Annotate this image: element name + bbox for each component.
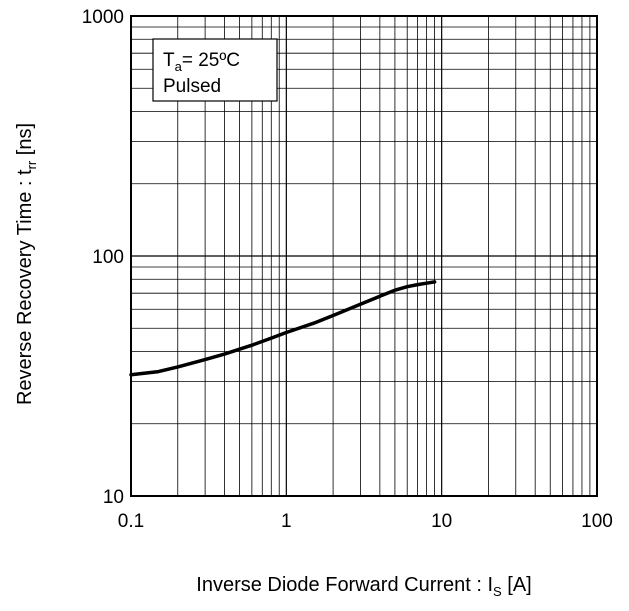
legend-box: Ta= 25ºC Pulsed	[152, 38, 278, 102]
legend-frame	[152, 38, 278, 102]
legend-temp-value: = 25ºC	[182, 50, 240, 71]
y-axis-title-unit: [ns]	[14, 123, 36, 161]
x-tick-label: 100	[581, 511, 613, 532]
plot-frame	[130, 15, 598, 497]
x-tick-label: 10	[431, 511, 452, 532]
legend-condition: Pulsed	[163, 76, 221, 97]
y-tick-label: 10	[103, 487, 124, 508]
y-axis-title-subscript: rr	[24, 160, 39, 169]
x-axis-title-unit: [A]	[502, 574, 532, 596]
x-axis-title-main: Inverse Diode Forward Current : I	[196, 574, 493, 596]
x-tick-label: 1	[281, 511, 292, 532]
y-tick-label: 100	[92, 247, 124, 268]
y-axis-title: Reverse Recovery Time : trr [ns]	[14, 123, 39, 405]
y-axis-title-main: Reverse Recovery Time : t	[14, 169, 36, 405]
y-tick-labels: 10 100 1000	[82, 7, 124, 508]
x-tick-label: 0.1	[118, 511, 144, 532]
x-axis-title-subscript: S	[493, 584, 502, 599]
legend-temp-subscript: a	[175, 59, 183, 74]
legend-temperature: Ta= 25ºC	[163, 50, 240, 74]
series-layer	[129, 280, 437, 377]
x-tick-labels: 0.1 1 10 100	[118, 511, 613, 532]
y-tick-label: 1000	[82, 7, 124, 28]
x-axis-title: Inverse Diode Forward Current : IS [A]	[196, 574, 531, 599]
series-line	[129, 280, 437, 377]
legend-temp-symbol: T	[163, 50, 175, 71]
